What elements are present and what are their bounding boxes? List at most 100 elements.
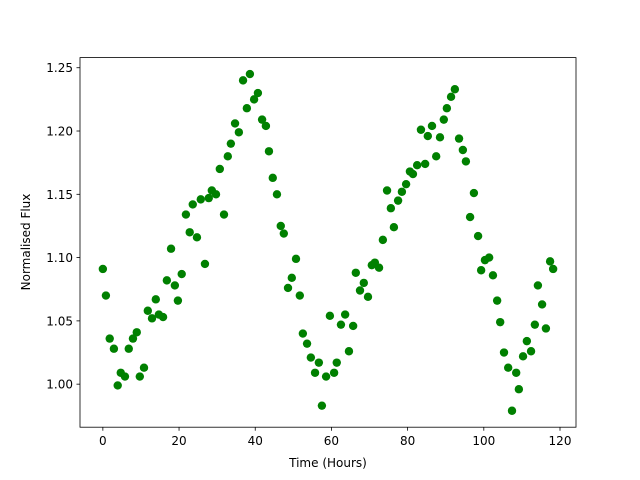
point xyxy=(454,134,464,143)
point xyxy=(469,188,479,198)
point xyxy=(261,121,271,131)
point xyxy=(439,115,449,124)
point xyxy=(321,372,331,381)
point xyxy=(238,76,248,85)
point xyxy=(253,88,263,98)
point xyxy=(120,372,130,381)
point xyxy=(492,296,502,305)
point xyxy=(325,311,335,321)
point xyxy=(386,204,396,213)
point xyxy=(431,152,441,161)
point xyxy=(242,104,252,113)
point xyxy=(541,324,551,333)
point xyxy=(382,186,392,195)
point xyxy=(442,104,452,113)
point xyxy=(340,310,350,319)
point xyxy=(310,368,320,377)
point xyxy=(98,264,108,274)
point xyxy=(314,358,324,367)
y-tick-label: 1.05 xyxy=(46,314,73,328)
point xyxy=(166,244,176,253)
point xyxy=(499,348,509,357)
point xyxy=(488,271,498,280)
point xyxy=(200,259,210,269)
point xyxy=(109,344,119,353)
point xyxy=(484,253,494,262)
x-tick-label: 100 xyxy=(472,434,495,448)
point xyxy=(533,281,543,290)
point xyxy=(518,352,528,361)
point xyxy=(287,273,297,283)
point xyxy=(545,257,555,266)
point xyxy=(257,115,267,124)
point xyxy=(128,334,138,343)
point xyxy=(355,286,365,295)
point xyxy=(268,173,277,183)
point xyxy=(348,321,358,331)
x-tick-label: 0 xyxy=(99,434,107,448)
point xyxy=(249,95,259,104)
x-tick-label: 80 xyxy=(400,434,415,448)
y-axis-label: Normalised Flux xyxy=(19,194,33,291)
point xyxy=(223,152,233,161)
y-tick-label: 1.15 xyxy=(46,188,73,202)
point xyxy=(181,210,191,219)
point xyxy=(105,334,114,343)
point xyxy=(188,200,197,209)
point xyxy=(397,187,407,196)
point xyxy=(177,269,186,279)
point xyxy=(192,233,202,242)
point xyxy=(158,312,168,322)
x-tick-label: 20 xyxy=(171,434,186,448)
point xyxy=(465,212,475,222)
point xyxy=(101,291,111,300)
point xyxy=(514,385,524,394)
x-tick-label: 40 xyxy=(248,434,263,448)
point xyxy=(351,268,361,277)
point xyxy=(245,69,255,79)
point xyxy=(344,347,354,356)
y-tick-label: 1.10 xyxy=(46,251,73,265)
point xyxy=(151,295,161,304)
point xyxy=(473,231,483,241)
y-tick-label: 1.20 xyxy=(46,125,73,139)
point xyxy=(511,368,521,377)
point xyxy=(264,147,274,156)
point xyxy=(458,145,468,155)
point xyxy=(336,320,346,329)
y-tick-label: 1.00 xyxy=(46,378,73,392)
y-tick-label: 1.25 xyxy=(46,61,73,75)
point xyxy=(412,160,422,170)
point xyxy=(401,179,411,189)
point xyxy=(423,131,433,141)
point xyxy=(526,347,536,356)
point xyxy=(279,229,289,238)
point xyxy=(306,353,316,362)
point xyxy=(211,190,221,199)
point xyxy=(162,276,172,285)
point xyxy=(234,128,244,137)
point xyxy=(332,358,341,367)
plot-frame xyxy=(79,57,577,428)
point xyxy=(219,210,229,219)
point xyxy=(393,196,403,205)
point xyxy=(298,329,308,338)
point xyxy=(132,328,141,337)
point xyxy=(389,223,399,232)
point xyxy=(215,164,225,174)
point xyxy=(522,336,532,346)
point xyxy=(143,306,153,315)
x-axis-label: Time (Hours) xyxy=(288,456,367,470)
point xyxy=(283,283,293,293)
x-tick-label: 120 xyxy=(549,434,572,448)
point xyxy=(276,221,285,231)
point xyxy=(446,92,456,102)
point xyxy=(416,125,426,134)
point xyxy=(548,264,558,274)
point xyxy=(196,195,205,204)
point xyxy=(435,133,445,142)
point xyxy=(450,85,460,94)
point xyxy=(139,363,149,372)
